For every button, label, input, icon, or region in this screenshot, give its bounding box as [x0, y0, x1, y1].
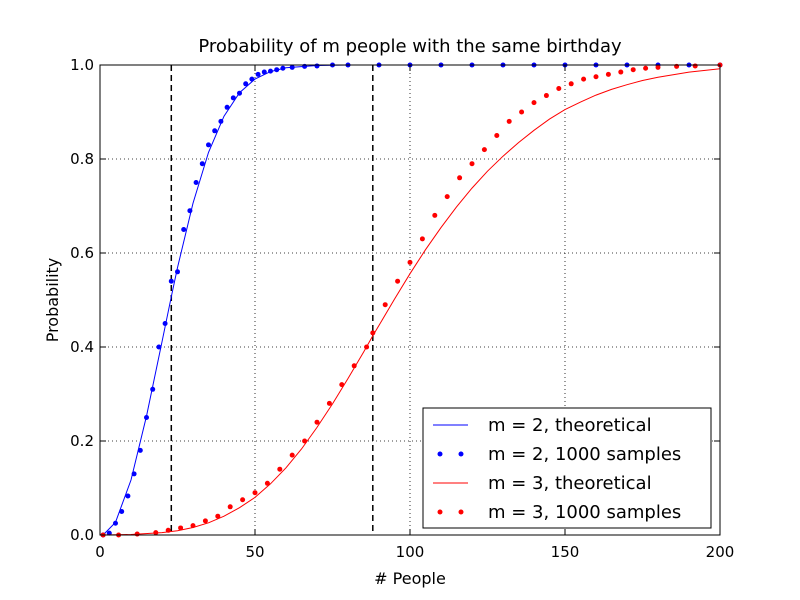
series-1-point [212, 128, 217, 133]
series-3-point [339, 382, 344, 387]
series-3-point [445, 194, 450, 199]
series-3-point [656, 65, 661, 70]
series-1-point [315, 63, 320, 68]
series-3-point [507, 119, 512, 124]
y-axis-label: Probability [43, 258, 62, 343]
series-3-point [408, 260, 413, 265]
series-1-point [237, 91, 242, 96]
chart-title: Probability of m people with the same bi… [198, 36, 622, 57]
series-3-point [265, 481, 270, 486]
y-tick-label: 1.0 [70, 56, 94, 74]
series-3-point [203, 518, 208, 523]
legend-dot-swatch [438, 452, 443, 457]
series-1-point [175, 269, 180, 274]
series-1-point [132, 471, 137, 476]
series-1-point [206, 142, 211, 147]
x-tick-label: 100 [396, 543, 425, 561]
y-tick-label: 0.2 [70, 432, 94, 450]
series-3-point [364, 345, 369, 350]
series-3-point [383, 302, 388, 307]
series-1-point [163, 321, 168, 326]
legend-dot-swatch [438, 510, 443, 515]
series-3-point [395, 279, 400, 284]
series-1-point [280, 66, 285, 71]
y-tick-label: 0.4 [70, 338, 94, 356]
series-3-point [253, 490, 258, 495]
y-tick-label: 0.6 [70, 244, 94, 262]
legend-label: m = 3, theoretical [488, 473, 652, 494]
x-tick-label: 50 [245, 543, 264, 561]
series-3-point [532, 100, 537, 105]
x-tick-label: 150 [551, 543, 580, 561]
series-3-point [544, 93, 549, 98]
x-axis-label: # People [374, 569, 446, 588]
series-1-point [144, 415, 149, 420]
series-3-point [166, 528, 171, 533]
legend-label: m = 2, theoretical [488, 415, 652, 436]
series-3-point [581, 77, 586, 82]
series-3-point [290, 453, 295, 458]
series-1-point [290, 65, 295, 70]
series-3-point [606, 72, 611, 77]
series-3-point [594, 74, 599, 79]
series-1-point [249, 77, 254, 82]
series-3-point [228, 504, 233, 509]
series-3-point [470, 161, 475, 166]
series-3-point [302, 439, 307, 444]
series-1-point [169, 279, 174, 284]
series-1-point [156, 345, 161, 350]
series-1-point [194, 180, 199, 185]
series-3-point [240, 497, 245, 502]
series-1-point [256, 72, 261, 77]
series-3-point [352, 363, 357, 368]
series-3-point [432, 213, 437, 218]
series-1-point [150, 387, 155, 392]
y-tick-label: 0.0 [70, 526, 94, 544]
series-3-point [494, 133, 499, 138]
legend-label: m = 3, 1000 samples [488, 502, 681, 523]
vertical-reference-lines [171, 65, 372, 535]
series-3-point [420, 236, 425, 241]
series-3-point [693, 63, 698, 68]
series-3-point [643, 66, 648, 71]
legend-dot-swatch [459, 510, 464, 515]
series-3-point [191, 523, 196, 528]
series-1-point [138, 448, 143, 453]
series-3-point [618, 70, 623, 75]
series-3-point [153, 530, 158, 535]
series-1-point [225, 105, 230, 110]
series-1-point [262, 70, 267, 75]
series-3-point [178, 525, 183, 530]
legend: m = 2, theoretical m = 2, 1000 samples m =… [423, 408, 711, 528]
series-1-point [125, 493, 130, 498]
series-3-point [457, 175, 462, 180]
series-3-point [519, 110, 524, 115]
series-3-point [482, 147, 487, 152]
series-1-point [243, 81, 248, 86]
series-3-point [631, 67, 636, 72]
series-3-point [315, 420, 320, 425]
series-1-point [274, 67, 279, 72]
series-1-point [181, 227, 186, 232]
legend-dot-swatch [459, 452, 464, 457]
x-tick-label: 0 [95, 543, 105, 561]
series-1-point [268, 69, 273, 74]
series-3-point [556, 86, 561, 91]
x-tick-label: 200 [706, 543, 735, 561]
series-3-point [327, 401, 332, 406]
series-3-point [135, 532, 140, 537]
y-tick-label: 0.8 [70, 150, 94, 168]
series-1-point [200, 161, 205, 166]
series-3-point [370, 330, 375, 335]
series-1-point [231, 95, 236, 100]
series-1-point [119, 509, 124, 514]
series-1-point [187, 208, 192, 213]
series-3-point [569, 81, 574, 86]
series-3-point [277, 467, 282, 472]
legend-label: m = 2, 1000 samples [488, 444, 681, 465]
series-3-point [215, 514, 220, 519]
series-1-point [218, 119, 223, 124]
series-1-point [113, 521, 118, 526]
